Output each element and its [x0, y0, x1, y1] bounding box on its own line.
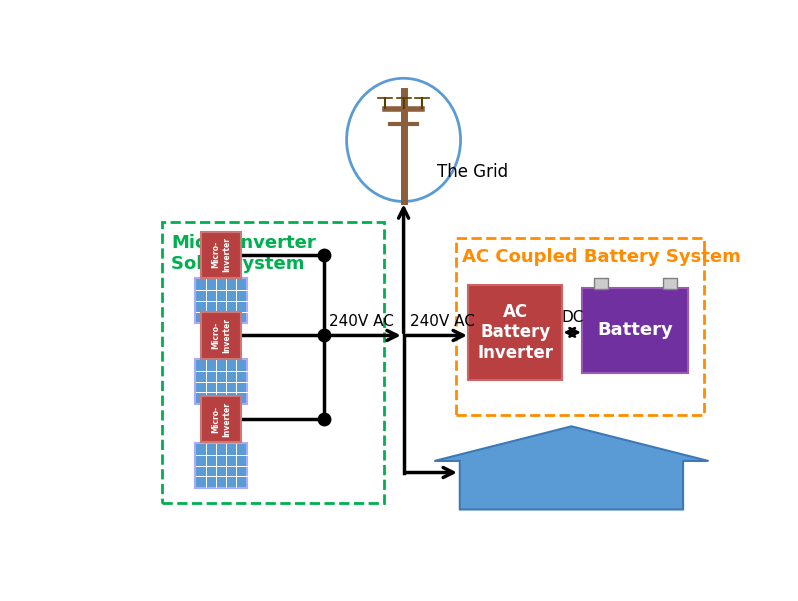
- FancyBboxPatch shape: [663, 278, 677, 289]
- Text: The Grid: The Grid: [437, 163, 508, 182]
- Text: 240V AC: 240V AC: [409, 314, 475, 329]
- Text: Micro-
Inverter: Micro- Inverter: [211, 402, 231, 437]
- FancyBboxPatch shape: [583, 288, 689, 373]
- FancyBboxPatch shape: [201, 231, 241, 278]
- Text: Micro-
Inverter: Micro- Inverter: [211, 237, 231, 272]
- FancyBboxPatch shape: [195, 359, 247, 404]
- FancyBboxPatch shape: [195, 444, 247, 488]
- Text: Micro-
Inverter: Micro- Inverter: [211, 318, 231, 353]
- FancyBboxPatch shape: [195, 278, 247, 323]
- Text: AC
Battery
Inverter: AC Battery Inverter: [477, 302, 553, 362]
- Text: Battery: Battery: [598, 322, 674, 340]
- FancyBboxPatch shape: [201, 313, 241, 359]
- FancyBboxPatch shape: [594, 278, 607, 289]
- Polygon shape: [434, 426, 709, 510]
- FancyBboxPatch shape: [468, 285, 563, 380]
- Text: AC Coupled Battery System: AC Coupled Battery System: [462, 248, 741, 266]
- Text: Micro-inverter
Solar System: Micro-inverter Solar System: [171, 234, 316, 273]
- Text: 240V AC: 240V AC: [329, 314, 393, 329]
- Text: DC: DC: [561, 311, 583, 326]
- FancyBboxPatch shape: [201, 396, 241, 442]
